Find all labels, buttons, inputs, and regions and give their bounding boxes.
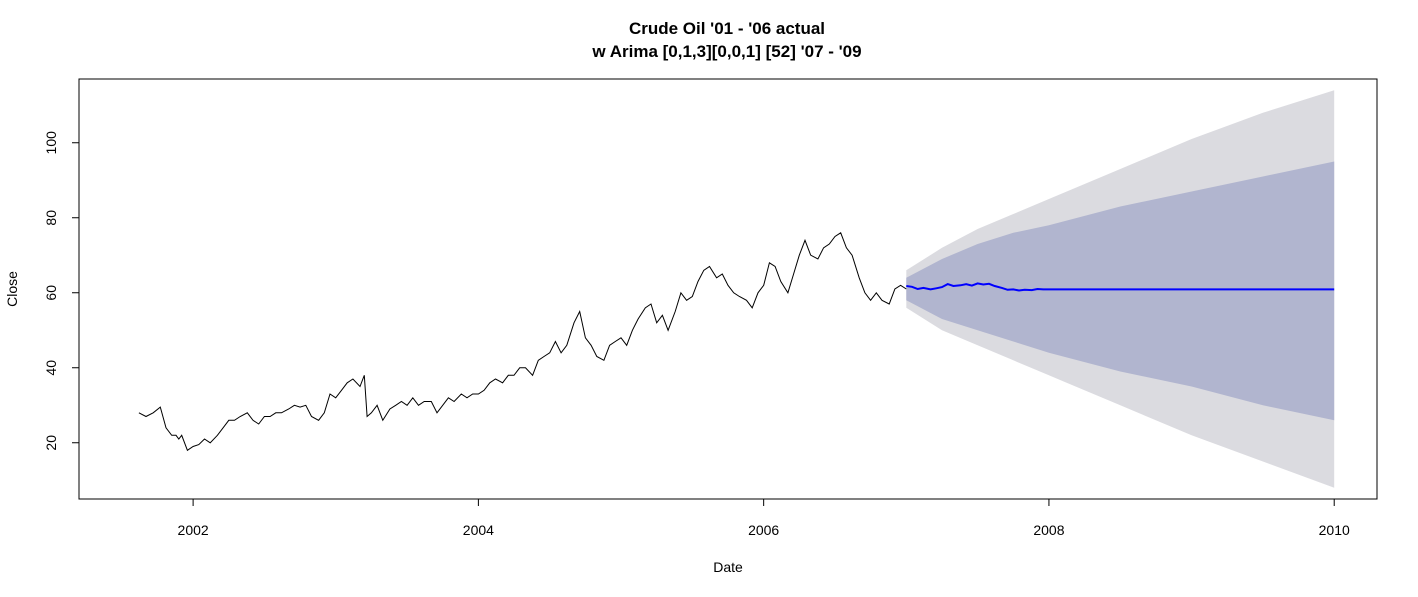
y-tick-label: 20 xyxy=(43,435,59,451)
actual-line xyxy=(138,232,907,452)
y-tick-label: 40 xyxy=(43,360,59,376)
y-axis-label: Close xyxy=(4,271,20,307)
x-tick-label: 2002 xyxy=(178,522,209,538)
y-tick-label: 60 xyxy=(43,285,59,301)
chart-subtitle: w Arima [0,1,3][0,0,1] [52] '07 - '09 xyxy=(591,42,861,61)
x-tick-label: 2008 xyxy=(1033,522,1064,538)
forecast-line xyxy=(906,282,1335,292)
x-axis-label: Date xyxy=(713,559,743,575)
x-tick-label: 2010 xyxy=(1319,522,1350,538)
x-tick-label: 2006 xyxy=(748,522,779,538)
y-tick-label: 80 xyxy=(43,210,59,226)
x-tick-label: 2004 xyxy=(463,522,494,538)
x-axis: 2002 2004 2006 2008 2010 xyxy=(178,498,1350,538)
series-layer xyxy=(138,232,1335,452)
y-axis: 20 40 60 80 100 xyxy=(43,131,80,451)
y-tick-label: 100 xyxy=(43,131,59,155)
chart-title: Crude Oil '01 - '06 actual xyxy=(629,19,825,38)
band-80 xyxy=(906,161,1335,421)
